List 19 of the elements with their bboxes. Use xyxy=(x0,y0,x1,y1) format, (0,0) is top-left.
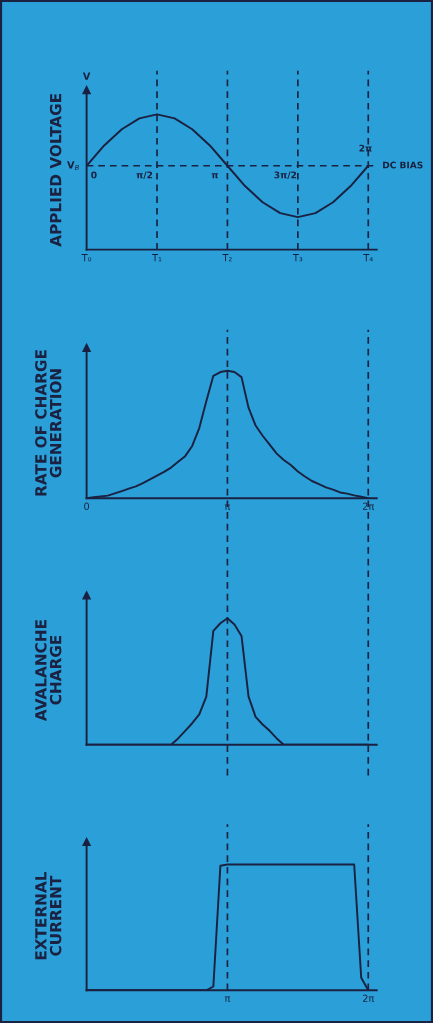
x-tick-label: T₂ xyxy=(222,254,232,262)
x-tick-label: 2π xyxy=(362,502,375,510)
text: V xyxy=(82,72,91,80)
annotation: 0 xyxy=(91,171,97,179)
y-axis-title: APPLIED VOLTAGE xyxy=(49,94,62,247)
annotation: 3π/2 xyxy=(274,171,297,180)
annotation: π xyxy=(211,173,218,179)
x-tick-label: T₄ xyxy=(363,254,373,262)
x-tick-label: 0 xyxy=(84,502,90,510)
y-axis-title: RATE OF CHARGE GENERATION xyxy=(35,350,62,496)
annotation: 2π xyxy=(359,144,372,152)
x-tick-label: T₀ xyxy=(81,254,92,262)
annotation: π/2 xyxy=(136,171,153,180)
y-axis-title: AVALANCHE CHARGE xyxy=(35,620,62,722)
annotation: V$_{B}$ xyxy=(67,161,79,171)
x-tick-label: T₁ xyxy=(152,254,162,262)
ref-line-label: DC BIAS xyxy=(383,161,423,169)
x-tick-label: T₃ xyxy=(292,254,303,262)
y-axis-title: EXTERNAL CURRENT xyxy=(35,871,62,960)
